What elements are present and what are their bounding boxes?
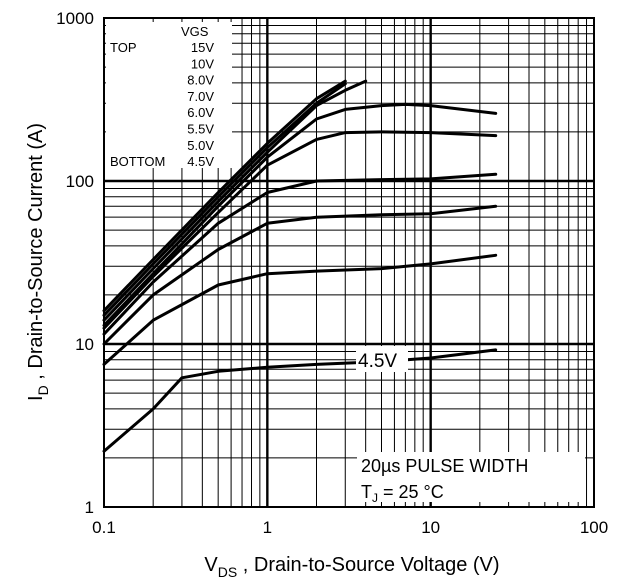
- legend-header: VGS: [181, 24, 209, 39]
- curve-vgs-15v: [102, 79, 347, 313]
- x-axis-title: VDS , Drain-to-Source Voltage (V): [204, 554, 499, 580]
- curve-annotation-4.5v: 4.5V: [358, 351, 397, 372]
- curve-vgs-7-0v: [102, 102, 498, 327]
- curve-vgs-4-5v: [102, 253, 498, 366]
- legend-entry: 4.5V: [187, 154, 214, 169]
- x-tick-label: 0.1: [92, 518, 116, 537]
- curve-9: [102, 348, 498, 453]
- annotation-background: [356, 346, 408, 372]
- tj-rest: = 25 °C: [378, 482, 444, 502]
- y-axis-title-sub: D: [35, 385, 51, 395]
- x-tick-label: 10: [421, 518, 440, 537]
- y-tick-label: 1: [85, 498, 94, 517]
- legend-entry: 8.0V: [187, 73, 214, 88]
- legend-entry: 5.0V: [187, 138, 214, 153]
- y-tick-label: 10: [75, 335, 94, 354]
- pulse-width-note: 20µs PULSE WIDTH: [361, 456, 528, 476]
- curve-vgs-5-0v: [102, 204, 498, 346]
- x-tick-label: 100: [580, 518, 608, 537]
- y-tick-label: 100: [66, 172, 94, 191]
- curves: [102, 79, 498, 453]
- curve-vgs-8-0v: [102, 79, 368, 322]
- minor-gridlines: [104, 18, 594, 507]
- x-tick-labels: 0.1 1 10 100: [92, 518, 608, 537]
- curve-vgs-6-0v: [102, 130, 498, 330]
- x-axis-title-rest: , Drain-to-Source Voltage (V): [237, 554, 499, 576]
- legend-entry: 5.5V: [187, 122, 214, 137]
- tj-main: T: [361, 482, 372, 502]
- tj-sub: J: [372, 491, 378, 505]
- legend-bottom-label: BOTTOM: [110, 154, 165, 169]
- y-tick-label: 1000: [56, 9, 94, 28]
- junction-temperature-note: TJ = 25 °C: [361, 482, 444, 505]
- plot-frame: [103, 17, 595, 508]
- legend-entry: 10V: [191, 56, 214, 71]
- x-axis-title-main: V: [204, 554, 218, 576]
- curve-vgs-10v: [102, 82, 347, 317]
- legend-entry: 15V: [191, 40, 214, 55]
- y-tick-labels: 1 10 100 1000: [56, 9, 94, 517]
- note-background: [357, 452, 585, 502]
- x-axis-title-sub: DS: [218, 564, 237, 580]
- curve-vgs-5-5v: [102, 172, 498, 336]
- x-tick-label: 1: [263, 518, 272, 537]
- legend-entry: 7.0V: [187, 89, 214, 104]
- y-axis-title: ID , Drain-to-Source Current (A): [25, 123, 51, 401]
- y-axis-title-main: I: [25, 395, 47, 401]
- y-axis-title-rest: , Drain-to-Source Current (A): [25, 123, 47, 385]
- legend-background: [106, 22, 232, 168]
- legend-top-label: TOP: [110, 40, 137, 55]
- legend-entry: 6.0V: [187, 105, 214, 120]
